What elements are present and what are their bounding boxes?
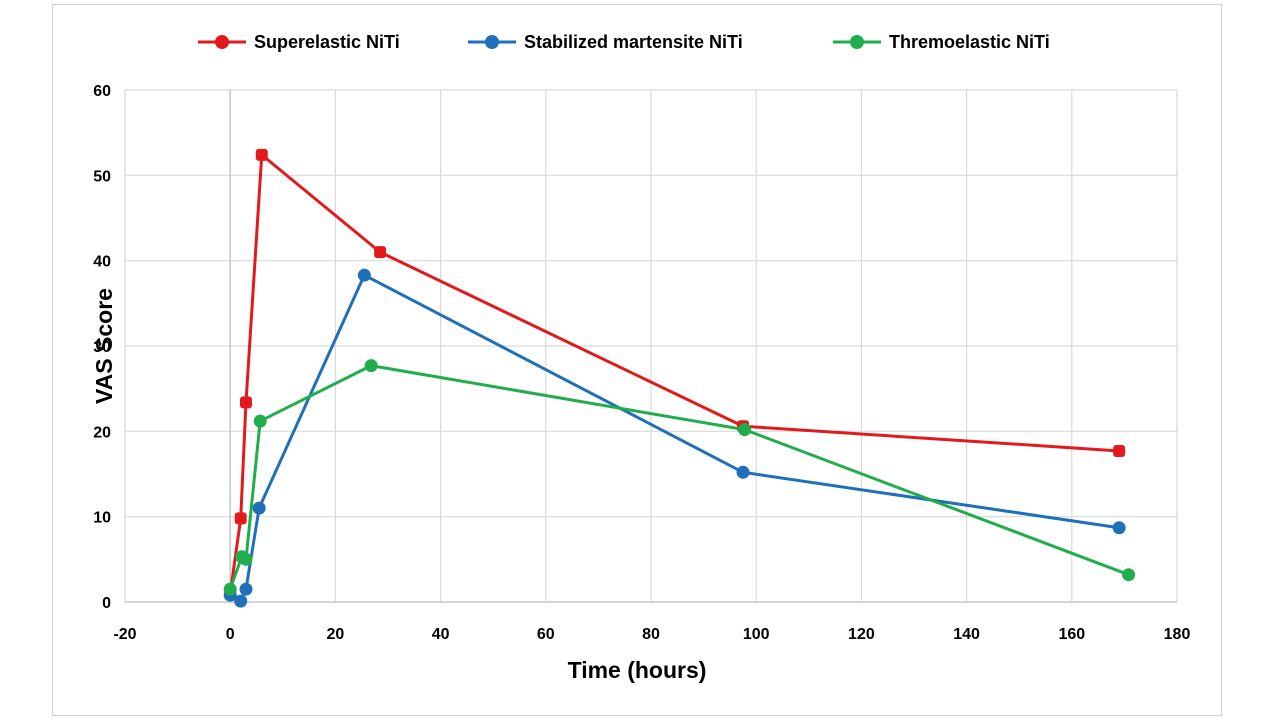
series-superelastic-niti [224,148,1126,600]
data-point [364,359,378,373]
data-point [234,512,247,525]
data-point [234,594,248,608]
x-tick-label: 140 [953,626,980,643]
y-axis-title: VAS Score [91,288,117,404]
legend-item: Thremoelastic NiTi [833,32,1050,52]
data-point [255,148,268,161]
legend-swatch-marker [850,35,864,49]
data-point [357,268,371,282]
legend: Superelastic NiTi Stabilized martensite N… [198,32,1050,52]
data-point [253,414,267,428]
gridlines [124,89,1178,603]
chart-frame [52,4,1222,716]
x-tick-label: -20 [113,626,136,643]
series-thremoelastic-niti [223,359,1136,596]
x-tick-label: 100 [743,626,770,643]
x-tick-label: 0 [226,626,235,643]
y-tick-label: 30 [93,339,111,356]
x-tick-label: 20 [327,626,345,643]
legend-swatch-marker [485,35,499,49]
data-point [736,465,750,479]
data-point [223,582,237,596]
y-tick-labels: 0 10 20 30 40 50 60 [93,83,111,612]
data-point [239,552,253,566]
y-tick-label: 40 [93,254,111,271]
series-layer [223,148,1136,608]
legend-label: Stabilized martensite NiTi [524,32,743,52]
data-point [1113,444,1126,457]
legend-label: Superelastic NiTi [254,32,400,52]
data-point [252,501,266,515]
y-tick-label: 20 [93,424,111,441]
legend-item: Superelastic NiTi [198,32,400,52]
y-tick-label: 50 [93,168,111,185]
x-axis-title: Time (hours) [568,657,707,683]
data-point [239,582,253,596]
y-tick-label: 0 [102,595,111,612]
x-tick-label: 60 [537,626,555,643]
data-point [1112,521,1126,535]
series-line [229,273,1120,603]
legend-swatch-marker [215,35,229,49]
x-tick-labels: -20 0 20 40 60 80 100 120 140 160 180 [113,626,1190,643]
data-point [1122,568,1136,582]
x-tick-label: 40 [432,626,450,643]
data-point [374,246,387,259]
legend-item: Stabilized martensite NiTi [468,32,743,52]
x-tick-label: 120 [848,626,875,643]
y-tick-label: 10 [93,510,111,527]
series-stabilized-martensite-niti [223,268,1126,608]
legend-label: Thremoelastic NiTi [889,32,1050,52]
x-tick-label: 160 [1058,626,1085,643]
series-line [228,153,1120,594]
data-point [738,423,752,437]
series-line [228,364,1130,590]
x-tick-label: 80 [642,626,660,643]
x-tick-label: 180 [1164,626,1191,643]
y-tick-label: 60 [93,83,111,100]
data-point [239,396,252,409]
